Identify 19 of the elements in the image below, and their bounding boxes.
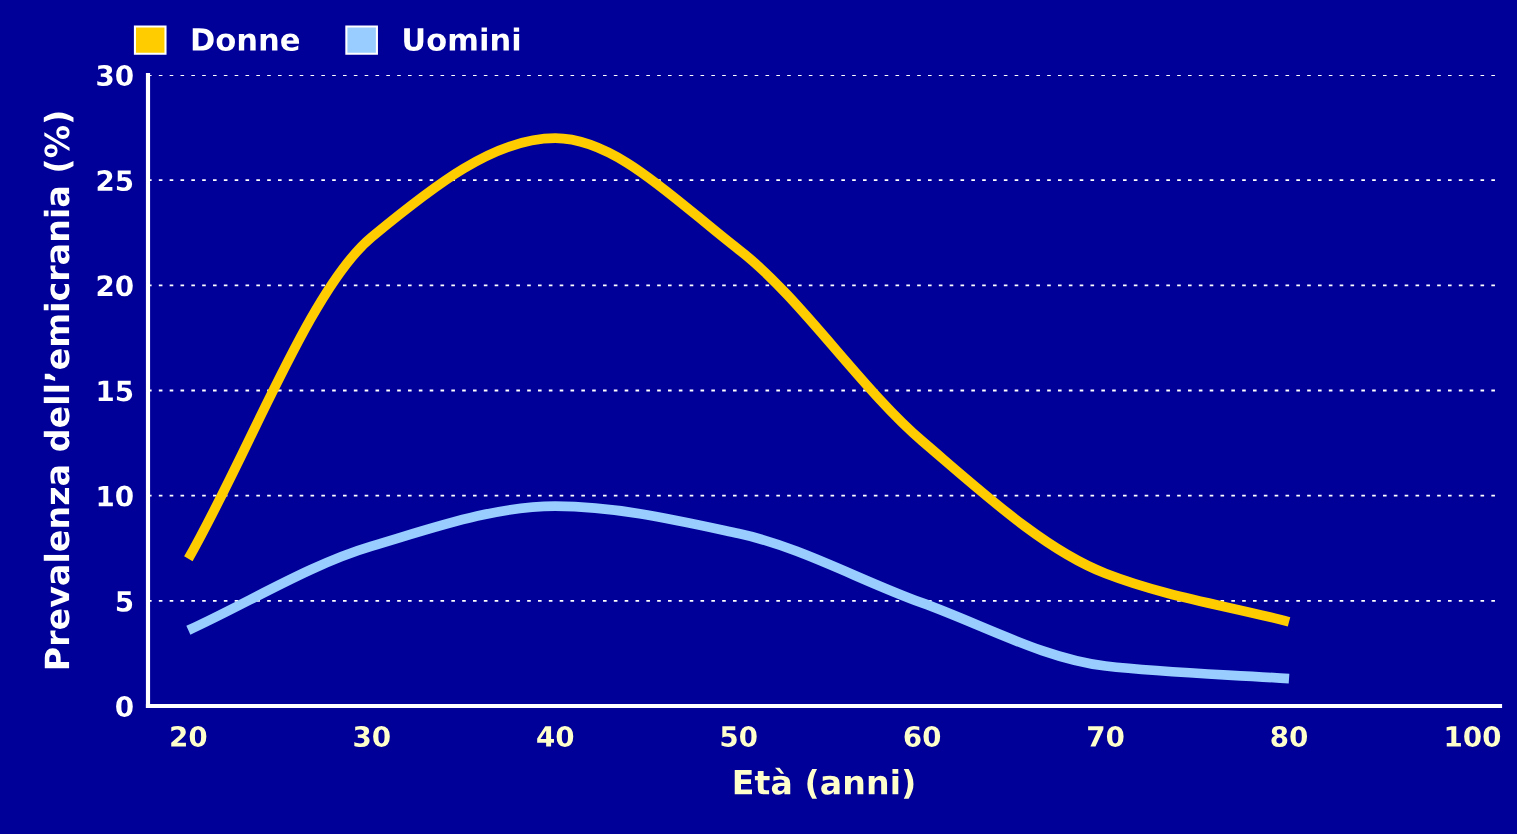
y-tick-label: 10 bbox=[98, 485, 133, 507]
x-tick-label: 50 bbox=[721, 725, 757, 747]
x-tick-label: 20 bbox=[171, 725, 207, 747]
y-axis-title: Prevalenza dell’emicrania (%) bbox=[43, 112, 74, 669]
legend-label: Donne bbox=[192, 28, 300, 52]
x-tick-label: 60 bbox=[904, 725, 941, 747]
y-tick-label: 20 bbox=[97, 275, 133, 297]
y-tick-label: 25 bbox=[97, 170, 133, 192]
y-tick-label: 15 bbox=[98, 380, 133, 402]
x-axis-title: Età (anni) bbox=[734, 767, 914, 799]
y-tick-label: 30 bbox=[97, 64, 133, 86]
x-tick-label: 80 bbox=[1271, 725, 1308, 747]
x-tick-label: 100 bbox=[1446, 725, 1501, 747]
x-tick-label: 70 bbox=[1088, 725, 1124, 747]
legend-label: Uomini bbox=[404, 27, 520, 52]
x-tick-label: 30 bbox=[354, 725, 390, 747]
y-tick-label: 5 bbox=[116, 591, 133, 612]
y-tick-label: 0 bbox=[116, 695, 133, 717]
x-tick-label: 40 bbox=[537, 725, 574, 747]
